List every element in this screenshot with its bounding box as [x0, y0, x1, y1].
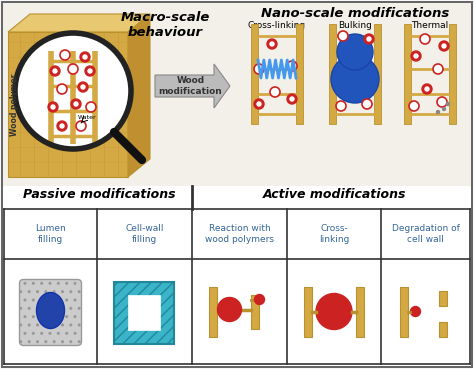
Circle shape [443, 107, 446, 110]
Text: Passive modifications: Passive modifications [23, 188, 175, 201]
Bar [439, 290, 447, 306]
Polygon shape [128, 14, 150, 177]
Circle shape [68, 64, 78, 74]
Circle shape [331, 55, 379, 103]
FancyBboxPatch shape [115, 282, 174, 344]
Circle shape [76, 121, 86, 131]
Circle shape [337, 34, 373, 70]
Circle shape [287, 61, 297, 71]
Bar [404, 24, 411, 124]
Circle shape [50, 66, 60, 76]
Circle shape [85, 66, 95, 76]
Circle shape [290, 97, 294, 101]
Circle shape [420, 34, 430, 44]
Text: Lumen
filling: Lumen filling [35, 224, 66, 244]
Bar [3, 3, 471, 186]
Circle shape [414, 54, 418, 58]
Circle shape [433, 64, 443, 74]
Circle shape [316, 293, 352, 330]
Text: Reaction with
wood polymers: Reaction with wood polymers [205, 224, 274, 244]
Circle shape [57, 84, 67, 94]
Circle shape [88, 69, 92, 73]
Circle shape [57, 121, 67, 131]
Polygon shape [155, 64, 230, 108]
Circle shape [86, 102, 96, 112]
Bar [401, 286, 409, 337]
Circle shape [60, 50, 70, 60]
Polygon shape [8, 32, 128, 177]
Circle shape [362, 99, 372, 109]
Circle shape [410, 307, 420, 317]
Text: Cross-linking: Cross-linking [248, 21, 306, 30]
Circle shape [254, 64, 264, 74]
Bar [356, 286, 364, 337]
Circle shape [336, 101, 346, 111]
Circle shape [437, 110, 439, 114]
Circle shape [254, 99, 264, 109]
Circle shape [287, 94, 297, 104]
Text: Wood
modification: Wood modification [159, 76, 222, 96]
Bar [374, 24, 381, 124]
Bar [3, 188, 471, 366]
Text: Cross-
linking: Cross- linking [319, 224, 349, 244]
FancyBboxPatch shape [19, 279, 82, 345]
Circle shape [71, 99, 81, 109]
Text: Macro-scale
behaviour: Macro-scale behaviour [120, 11, 210, 39]
Text: Nano-scale modifications: Nano-scale modifications [261, 7, 449, 20]
Text: Degradation of
cell wall: Degradation of cell wall [392, 224, 459, 244]
Text: Thermal: Thermal [411, 21, 448, 30]
Text: Cell-wall
filling: Cell-wall filling [125, 224, 164, 244]
Circle shape [367, 37, 371, 41]
Bar [251, 24, 258, 124]
Text: Bulking: Bulking [338, 21, 372, 30]
Circle shape [51, 105, 55, 109]
Circle shape [83, 55, 87, 59]
Circle shape [409, 101, 419, 111]
Ellipse shape [36, 293, 64, 328]
Circle shape [411, 51, 421, 61]
Circle shape [81, 85, 85, 89]
Circle shape [48, 102, 58, 112]
Circle shape [270, 87, 280, 97]
Circle shape [425, 87, 429, 91]
Bar [252, 294, 259, 328]
Text: Wood polymer: Wood polymer [10, 74, 19, 136]
Circle shape [267, 39, 277, 49]
Circle shape [60, 124, 64, 128]
Circle shape [270, 42, 274, 46]
Circle shape [218, 297, 241, 321]
Circle shape [437, 97, 447, 107]
Circle shape [422, 84, 432, 94]
Bar [296, 24, 303, 124]
Bar [304, 286, 312, 337]
Circle shape [257, 102, 261, 106]
Bar [449, 24, 456, 124]
Circle shape [15, 33, 131, 149]
Circle shape [80, 52, 90, 62]
Circle shape [447, 103, 449, 106]
Text: Active modifications: Active modifications [263, 188, 407, 201]
Circle shape [439, 41, 449, 51]
Circle shape [74, 102, 78, 106]
Text: Water: Water [78, 115, 97, 120]
Circle shape [78, 82, 88, 92]
Circle shape [53, 69, 57, 73]
Circle shape [364, 34, 374, 44]
Polygon shape [8, 14, 150, 32]
Circle shape [442, 44, 446, 48]
Circle shape [255, 294, 264, 304]
Bar [128, 294, 161, 330]
Bar [329, 24, 336, 124]
Bar [210, 286, 218, 337]
Bar [439, 321, 447, 337]
Circle shape [338, 31, 348, 41]
